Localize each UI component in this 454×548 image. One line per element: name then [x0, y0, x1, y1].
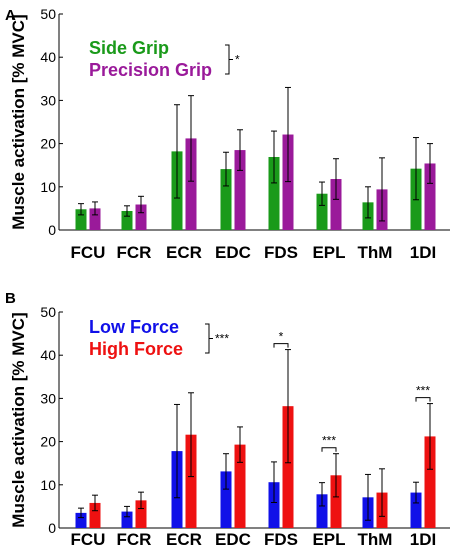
- bar-ecr-series-2: [185, 434, 197, 528]
- x-tick-label: FCR: [117, 530, 152, 548]
- bar-fds-series-1: [268, 482, 280, 528]
- legend-entry: Precision Grip: [89, 60, 212, 80]
- x-tick-label: EPL: [312, 530, 345, 548]
- y-tick-label: 0: [48, 222, 56, 238]
- panel-label: A: [5, 7, 16, 24]
- y-axis-label: Muscle activation [% MVC]: [9, 312, 28, 527]
- bar-fcu-series-2: [89, 208, 101, 230]
- y-tick-label: 30: [40, 92, 56, 108]
- significance-bracket-epl: [321, 447, 337, 452]
- bar-1di-series-1: [410, 492, 422, 528]
- legend-significance-bracket: [225, 44, 230, 75]
- x-tick-label: EDC: [215, 243, 251, 262]
- x-tick-label: FCU: [71, 530, 106, 548]
- significance-bracket-fds: [273, 343, 289, 348]
- bar-epl-series-2: [330, 475, 342, 528]
- x-tick-label: ECR: [166, 530, 202, 548]
- bar-edc-series-2: [234, 150, 246, 230]
- bar-fcu-series-1: [75, 209, 87, 230]
- significance-label-fds: *: [279, 330, 284, 344]
- bar-1di-series-2: [424, 436, 436, 528]
- y-tick-label: 40: [40, 49, 56, 65]
- legend-entry: High Force: [89, 339, 183, 359]
- legend-significance-bracket: [205, 323, 210, 354]
- significance-bracket-1di: [415, 397, 431, 402]
- bar-epl-series-1: [316, 494, 328, 528]
- bar-epl-series-1: [316, 193, 328, 230]
- bar-fcr-series-1: [121, 511, 133, 528]
- y-tick-label: 10: [40, 179, 56, 195]
- bar-ecr-series-2: [185, 138, 197, 230]
- bar-edc-series-2: [234, 444, 246, 528]
- x-tick-label: 1DI: [410, 243, 436, 262]
- bar-fcr-series-2: [135, 500, 147, 528]
- legend-entry: Side Grip: [89, 38, 169, 58]
- panel-label: B: [5, 290, 16, 307]
- x-tick-label: FDS: [264, 530, 298, 548]
- y-tick-label: 20: [40, 434, 56, 450]
- x-tick-label: 1DI: [410, 530, 436, 548]
- x-tick-label: FDS: [264, 243, 298, 262]
- y-tick-label: 50: [40, 6, 56, 22]
- y-tick-label: 50: [40, 304, 56, 320]
- bar-fcr-series-2: [135, 204, 147, 230]
- legend-entry: Low Force: [89, 317, 179, 337]
- x-tick-label: ThM: [358, 530, 393, 548]
- y-tick-label: 0: [48, 520, 56, 536]
- y-tick-label: 10: [40, 477, 56, 493]
- bar-epl-series-2: [330, 179, 342, 230]
- bar-fcr-series-1: [121, 210, 133, 230]
- y-tick-label: 20: [40, 136, 56, 152]
- bar-fds-series-2: [282, 406, 294, 528]
- bar-edc-series-1: [220, 471, 232, 528]
- bar-1di-series-2: [424, 163, 436, 230]
- bar-fds-series-1: [268, 156, 280, 230]
- chart-panel-b: B Muscle activation [% MVC] 0 10 20 30 40 50 FCU…: [5, 290, 450, 548]
- x-tick-label: ThM: [358, 243, 393, 262]
- y-tick-label: 40: [40, 347, 56, 363]
- significance-label-epl: ***: [322, 434, 336, 448]
- bar-edc-series-1: [220, 169, 232, 230]
- legend-significance-label: ***: [215, 332, 229, 346]
- x-tick-label: FCR: [117, 243, 152, 262]
- y-tick-label: 30: [40, 390, 56, 406]
- bar-fcu-series-1: [75, 512, 87, 528]
- x-tick-label: FCU: [71, 243, 106, 262]
- legend-significance-label: *: [235, 53, 240, 67]
- x-tick-label: EPL: [312, 243, 345, 262]
- bar-fds-series-2: [282, 134, 294, 230]
- significance-label-1di: ***: [416, 384, 430, 398]
- bar-fcu-series-2: [89, 502, 101, 528]
- x-tick-label: ECR: [166, 243, 202, 262]
- x-tick-label: EDC: [215, 530, 251, 548]
- y-axis-label: Muscle activation [% MVC]: [9, 14, 28, 229]
